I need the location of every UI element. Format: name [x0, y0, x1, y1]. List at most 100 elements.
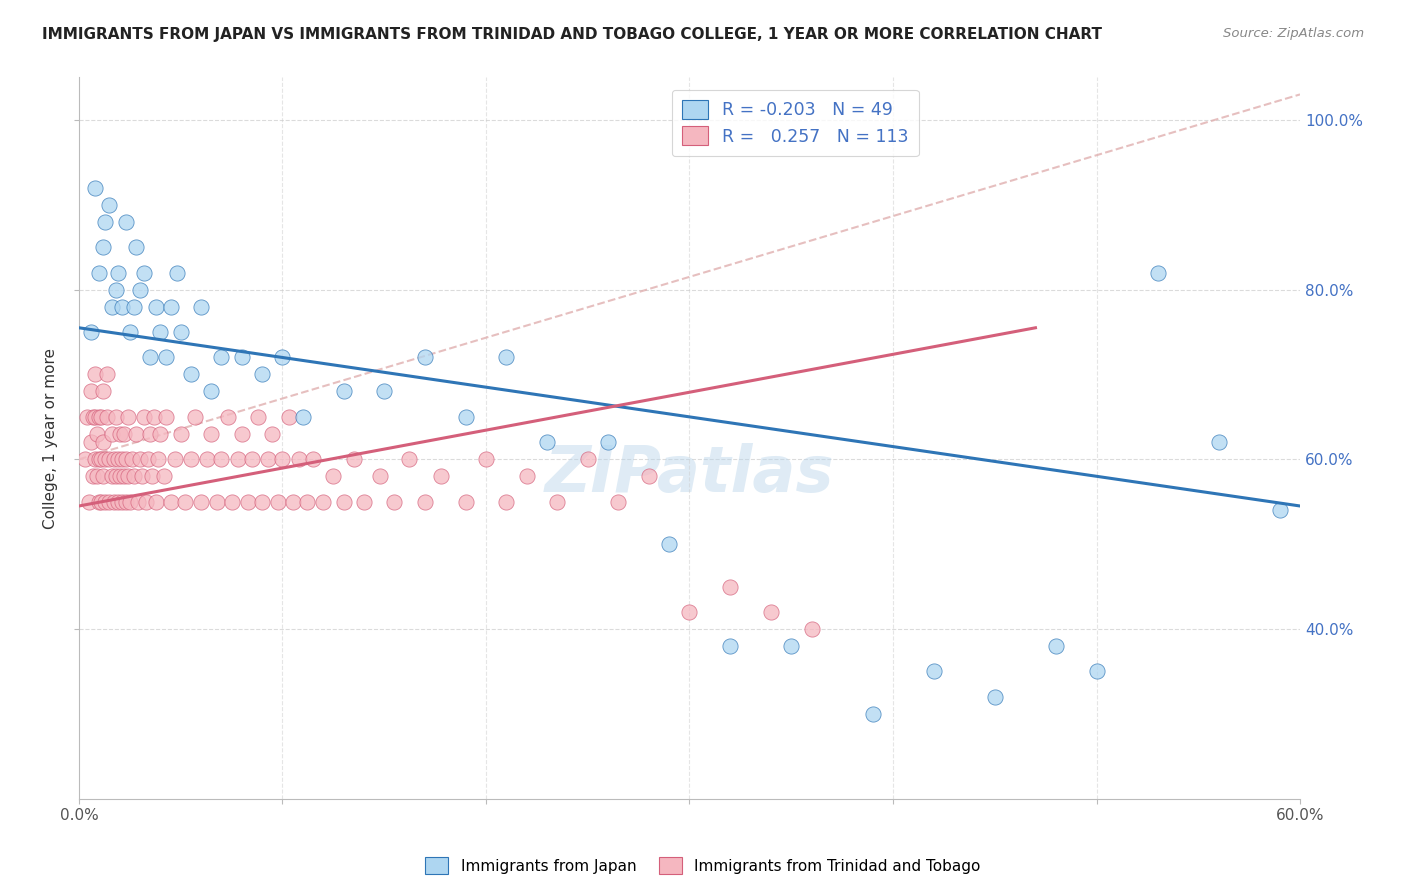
Point: [155, 409, 177, 424]
Point: [89, 266, 111, 280]
Point: [475, 452, 498, 467]
Point: [100, 469, 122, 483]
Point: [312, 494, 335, 508]
Point: [98, 452, 121, 467]
Point: [302, 452, 325, 467]
Point: [353, 494, 375, 508]
Point: [607, 494, 630, 508]
Point: [546, 494, 568, 508]
Point: [86, 426, 108, 441]
Point: [170, 325, 193, 339]
Point: [159, 300, 181, 314]
Point: [121, 452, 143, 467]
Point: [80, 325, 103, 339]
Point: [373, 384, 395, 399]
Point: [217, 409, 239, 424]
Point: [145, 300, 167, 314]
Point: [454, 494, 477, 508]
Point: [163, 452, 186, 467]
Point: [536, 435, 558, 450]
Point: [262, 426, 284, 441]
Point: [153, 469, 176, 483]
Point: [114, 452, 136, 467]
Point: [170, 426, 193, 441]
Point: [76, 409, 98, 424]
Point: [80, 435, 103, 450]
Point: [984, 690, 1007, 704]
Point: [104, 469, 127, 483]
Point: [108, 469, 131, 483]
Point: [576, 452, 599, 467]
Point: [596, 435, 619, 450]
Point: [862, 706, 884, 721]
Point: [209, 452, 232, 467]
Point: [77, 494, 100, 508]
Point: [271, 452, 294, 467]
Point: [149, 325, 172, 339]
Point: [200, 384, 222, 399]
Point: [111, 452, 134, 467]
Point: [148, 452, 170, 467]
Point: [122, 300, 145, 314]
Point: [247, 409, 270, 424]
Point: [257, 452, 280, 467]
Point: [332, 494, 354, 508]
Point: [281, 494, 304, 508]
Point: [145, 494, 167, 508]
Point: [84, 368, 107, 382]
Point: [658, 537, 681, 551]
Point: [90, 494, 112, 508]
Point: [103, 452, 125, 467]
Point: [90, 452, 112, 467]
Point: [759, 605, 782, 619]
Point: [139, 351, 162, 365]
Point: [226, 452, 249, 467]
Point: [94, 215, 117, 229]
Point: [190, 300, 212, 314]
Point: [516, 469, 538, 483]
Point: [122, 469, 145, 483]
Point: [131, 469, 153, 483]
Point: [112, 426, 135, 441]
Point: [368, 469, 391, 483]
Point: [173, 494, 195, 508]
Point: [180, 452, 202, 467]
Point: [89, 452, 111, 467]
Point: [93, 384, 115, 399]
Point: [108, 426, 131, 441]
Point: [159, 494, 181, 508]
Point: [495, 494, 517, 508]
Point: [94, 452, 117, 467]
Point: [104, 283, 127, 297]
Point: [107, 452, 129, 467]
Point: [231, 426, 253, 441]
Text: Source: ZipAtlas.com: Source: ZipAtlas.com: [1223, 27, 1364, 40]
Point: [100, 426, 122, 441]
Point: [80, 384, 103, 399]
Point: [155, 351, 177, 365]
Point: [103, 494, 125, 508]
Point: [398, 452, 420, 467]
Point: [89, 494, 111, 508]
Point: [1208, 435, 1230, 450]
Point: [250, 494, 273, 508]
Point: [231, 351, 253, 365]
Point: [93, 469, 115, 483]
Point: [141, 469, 163, 483]
Point: [139, 426, 162, 441]
Point: [271, 351, 294, 365]
Point: [132, 266, 155, 280]
Point: [295, 494, 318, 508]
Point: [89, 409, 111, 424]
Point: [136, 452, 159, 467]
Point: [221, 494, 243, 508]
Point: [107, 494, 129, 508]
Point: [454, 409, 477, 424]
Point: [117, 409, 139, 424]
Point: [343, 452, 366, 467]
Point: [200, 426, 222, 441]
Point: [125, 240, 148, 254]
Point: [322, 469, 344, 483]
Point: [267, 494, 290, 508]
Point: [718, 639, 741, 653]
